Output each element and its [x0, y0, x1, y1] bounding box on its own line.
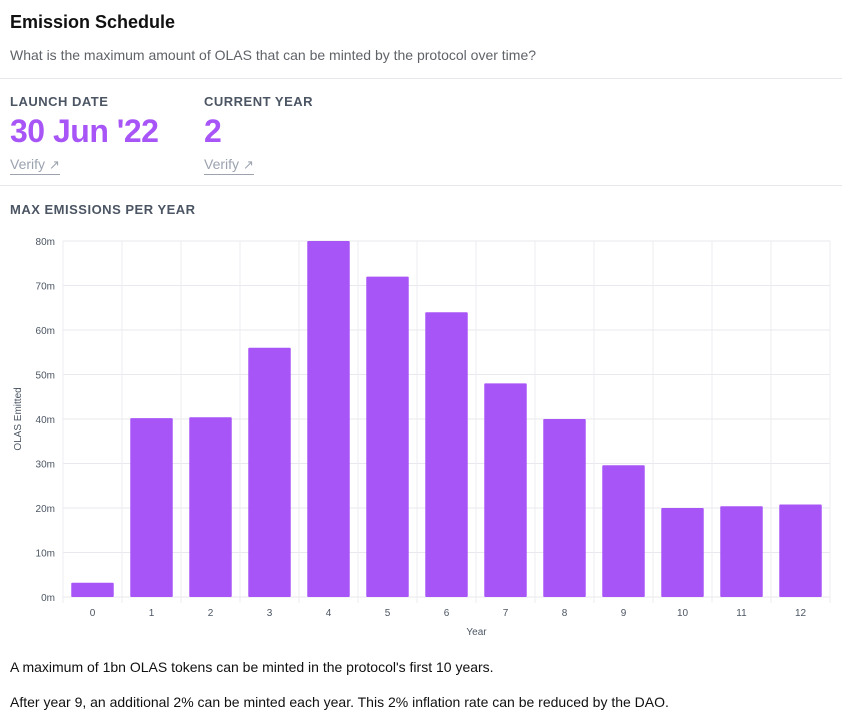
current-year-verify-link[interactable]: Verify ↗ [204, 156, 254, 175]
x-tick-label: 11 [736, 608, 747, 619]
footer-text-2: After year 9, an additional 2% can be mi… [10, 694, 669, 710]
y-tick-label: 40m [36, 415, 55, 426]
verify-link-label: Verify [10, 156, 46, 172]
x-tick-label: 4 [326, 608, 332, 619]
bar [720, 506, 763, 597]
verify-link-label: Verify [204, 156, 240, 172]
current-year-value: 2 [204, 113, 222, 149]
current-year-stat: CURRENT YEAR 2 Verify ↗ [204, 94, 313, 175]
x-axis-label: Year [466, 627, 487, 638]
x-tick-label: 3 [267, 608, 273, 619]
bar [779, 504, 822, 597]
launch-date-stat: LAUNCH DATE 30 Jun '22 Verify ↗ [10, 94, 159, 175]
launch-date-value: 30 Jun '22 [10, 113, 159, 149]
x-tick-label: 6 [444, 608, 450, 619]
current-year-label: CURRENT YEAR [204, 94, 314, 109]
x-tick-label: 10 [677, 608, 689, 619]
bar [307, 241, 350, 597]
bar [602, 465, 645, 597]
bar [366, 276, 409, 597]
y-tick-label: 70m [36, 282, 55, 293]
arrow-up-right-icon: ↗ [49, 157, 60, 172]
page-header: Emission Schedule What is the maximum am… [10, 10, 536, 64]
y-tick-label: 50m [36, 371, 55, 382]
footer-text-1: A maximum of 1bn OLAS tokens can be mint… [10, 659, 494, 675]
y-tick-label: 30m [36, 460, 55, 471]
x-tick-label: 1 [149, 608, 155, 619]
x-tick-label: 2 [208, 608, 214, 619]
bar [248, 347, 291, 597]
page-subtitle: What is the maximum amount of OLAS that … [10, 47, 537, 63]
y-tick-label: 20m [36, 504, 55, 515]
bar [130, 418, 173, 597]
bar [661, 508, 704, 597]
bar [189, 417, 232, 597]
x-tick-label: 7 [503, 608, 509, 619]
stats-divider [0, 185, 842, 186]
bar [543, 419, 586, 597]
bar [425, 312, 468, 597]
arrow-up-right-icon: ↗ [243, 157, 254, 172]
chart-section-label: MAX EMISSIONS PER YEAR [10, 202, 196, 217]
header-divider [0, 78, 842, 79]
y-tick-label: 10m [36, 549, 55, 560]
page-title: Emission Schedule [10, 12, 176, 32]
x-tick-label: 9 [621, 608, 627, 619]
y-tick-label: 0m [41, 593, 55, 604]
bar [484, 383, 527, 597]
y-axis-label: OLAS Emitted [13, 387, 24, 450]
launch-date-label: LAUNCH DATE [10, 94, 109, 109]
bar [71, 582, 114, 597]
x-tick-label: 5 [385, 608, 391, 619]
y-tick-label: 60m [36, 326, 55, 337]
x-tick-label: 12 [795, 608, 807, 619]
x-tick-label: 8 [562, 608, 568, 619]
launch-date-verify-link[interactable]: Verify ↗ [10, 156, 60, 175]
y-tick-label: 80m [36, 237, 55, 248]
x-tick-label: 0 [90, 608, 96, 619]
